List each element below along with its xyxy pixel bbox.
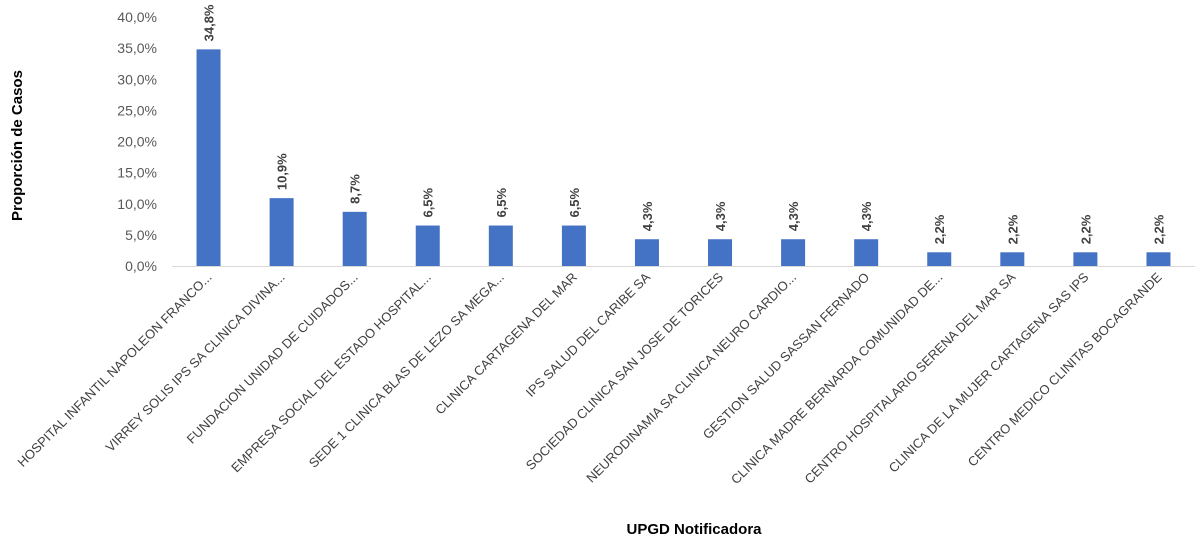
data-label: 2,2%	[1151, 214, 1166, 244]
data-label: 6,5%	[567, 187, 582, 217]
bars	[196, 49, 1171, 267]
category-labels: HOSPITAL INFANTIL NAPOLEON FRANCO...VIRR…	[14, 269, 1164, 487]
data-label: 4,3%	[713, 201, 728, 231]
data-label: 2,2%	[1078, 214, 1093, 244]
bar	[781, 239, 806, 266]
y-axis-title: Proporción de Casos	[9, 70, 26, 221]
bar	[342, 211, 367, 266]
y-tick-label: 5,0%	[125, 227, 157, 243]
data-label: 34,8%	[202, 4, 217, 41]
y-tick-label: 25,0%	[117, 102, 157, 118]
data-label: 6,5%	[494, 187, 509, 217]
y-tick-label: 10,0%	[117, 196, 157, 212]
data-label: 4,3%	[786, 201, 801, 231]
bar	[927, 252, 952, 266]
y-tick-label: 20,0%	[117, 134, 157, 150]
category-label: IPS SALUD DEL CARIBE SA	[523, 269, 654, 400]
bar	[854, 239, 879, 266]
category-label: GESTION SALUD SASSAN FERNADO	[700, 270, 873, 443]
data-label: 6,5%	[421, 187, 436, 217]
bar	[634, 239, 659, 266]
bar	[269, 198, 294, 266]
y-tick-label: 15,0%	[117, 165, 157, 181]
bar	[708, 239, 733, 266]
y-tick-label: 40,0%	[117, 9, 157, 25]
x-axis-title: UPGD Notificadora	[626, 521, 762, 538]
y-tick-label: 35,0%	[117, 40, 157, 56]
bar	[415, 225, 440, 266]
data-label: 4,3%	[859, 201, 874, 231]
bar	[196, 49, 221, 267]
y-tick-label: 0,0%	[125, 258, 157, 274]
y-tick-label: 30,0%	[117, 71, 157, 87]
y-axis-ticks: 0,0% 5,0% 10,0% 15,0% 20,0% 25,0% 30,0% 35,0% 40…	[117, 9, 157, 274]
data-label: 2,2%	[932, 214, 947, 244]
data-label: 4,3%	[640, 201, 655, 231]
bar	[1000, 252, 1025, 266]
bar	[1073, 252, 1098, 266]
data-labels: 34,8% 10,9% 8,7% 6,5% 6,5% 6,5% 4,3% 4,3% 4,3% 4,…	[202, 4, 1167, 244]
data-label: 2,2%	[1005, 214, 1020, 244]
bar	[561, 225, 586, 266]
data-label: 8,7%	[348, 174, 363, 204]
category-label: CLINICA CARTAGENA DEL MAR	[432, 270, 580, 418]
bar	[1146, 252, 1171, 266]
data-label: 10,9%	[275, 153, 290, 190]
bar	[488, 225, 513, 266]
